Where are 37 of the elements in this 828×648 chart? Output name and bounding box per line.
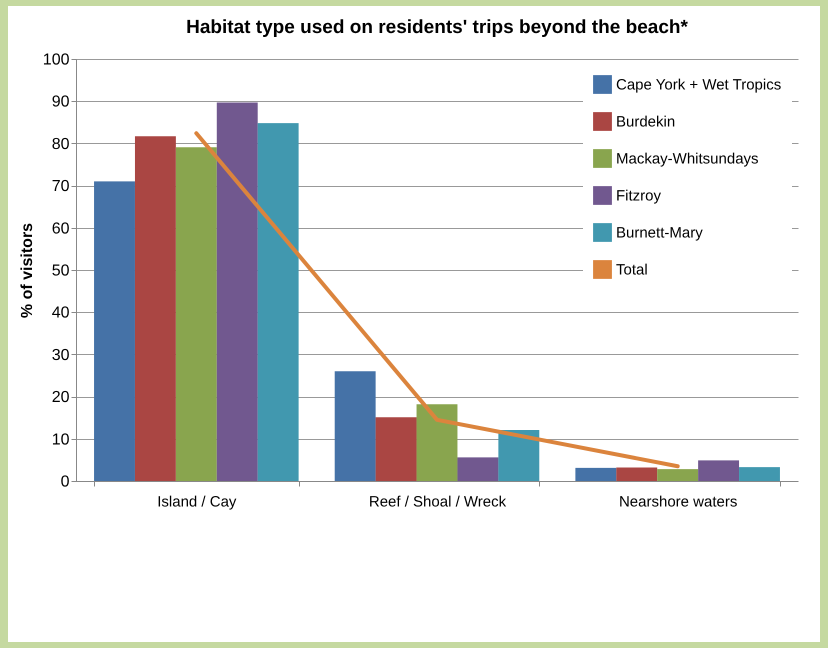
bar [334,371,376,481]
y-tick-label: 20 [52,389,70,406]
y-tick-label: 90 [52,94,70,111]
legend-label: Cape York + Wet Tropics [616,76,782,94]
x-tick-label: Island / Cay [157,494,237,510]
y-tick-label: 0 [60,474,70,490]
bar [657,469,698,481]
bar [376,417,417,481]
y-tick-label: 100 [42,52,70,68]
y-axis-title: % of visitors [18,222,36,318]
legend-label: Burnett-Mary [616,224,704,242]
bar [457,457,498,481]
y-tick-label: 10 [52,431,70,448]
legend-label: Burdekin [616,114,676,130]
legend-label: Total [616,262,648,278]
legend-label: Fitzroy [616,188,662,204]
bar [616,467,658,481]
bar [498,430,540,481]
y-tick-label: 50 [52,262,70,280]
x-tick-label: Nearshore waters [618,494,738,510]
legend-label: Mackay-Whitsundays [616,150,759,168]
y-tick-label: 70 [52,178,70,196]
bar [216,102,258,481]
y-tick-label: 30 [52,346,70,364]
x-tick-label: Reef / Shoal / Wreck [368,494,507,510]
bar [134,136,176,481]
bar [575,468,616,481]
bar [176,147,217,481]
y-tick-label: 40 [52,304,70,322]
bar [258,123,299,481]
bar [416,404,458,481]
bar [94,181,135,481]
y-tick-label: 80 [52,136,70,153]
chart-title: Habitat type used on residents' trips beyond the beach* [186,17,688,38]
bar [698,460,740,481]
bar [739,467,780,481]
y-tick-label: 60 [52,220,70,238]
